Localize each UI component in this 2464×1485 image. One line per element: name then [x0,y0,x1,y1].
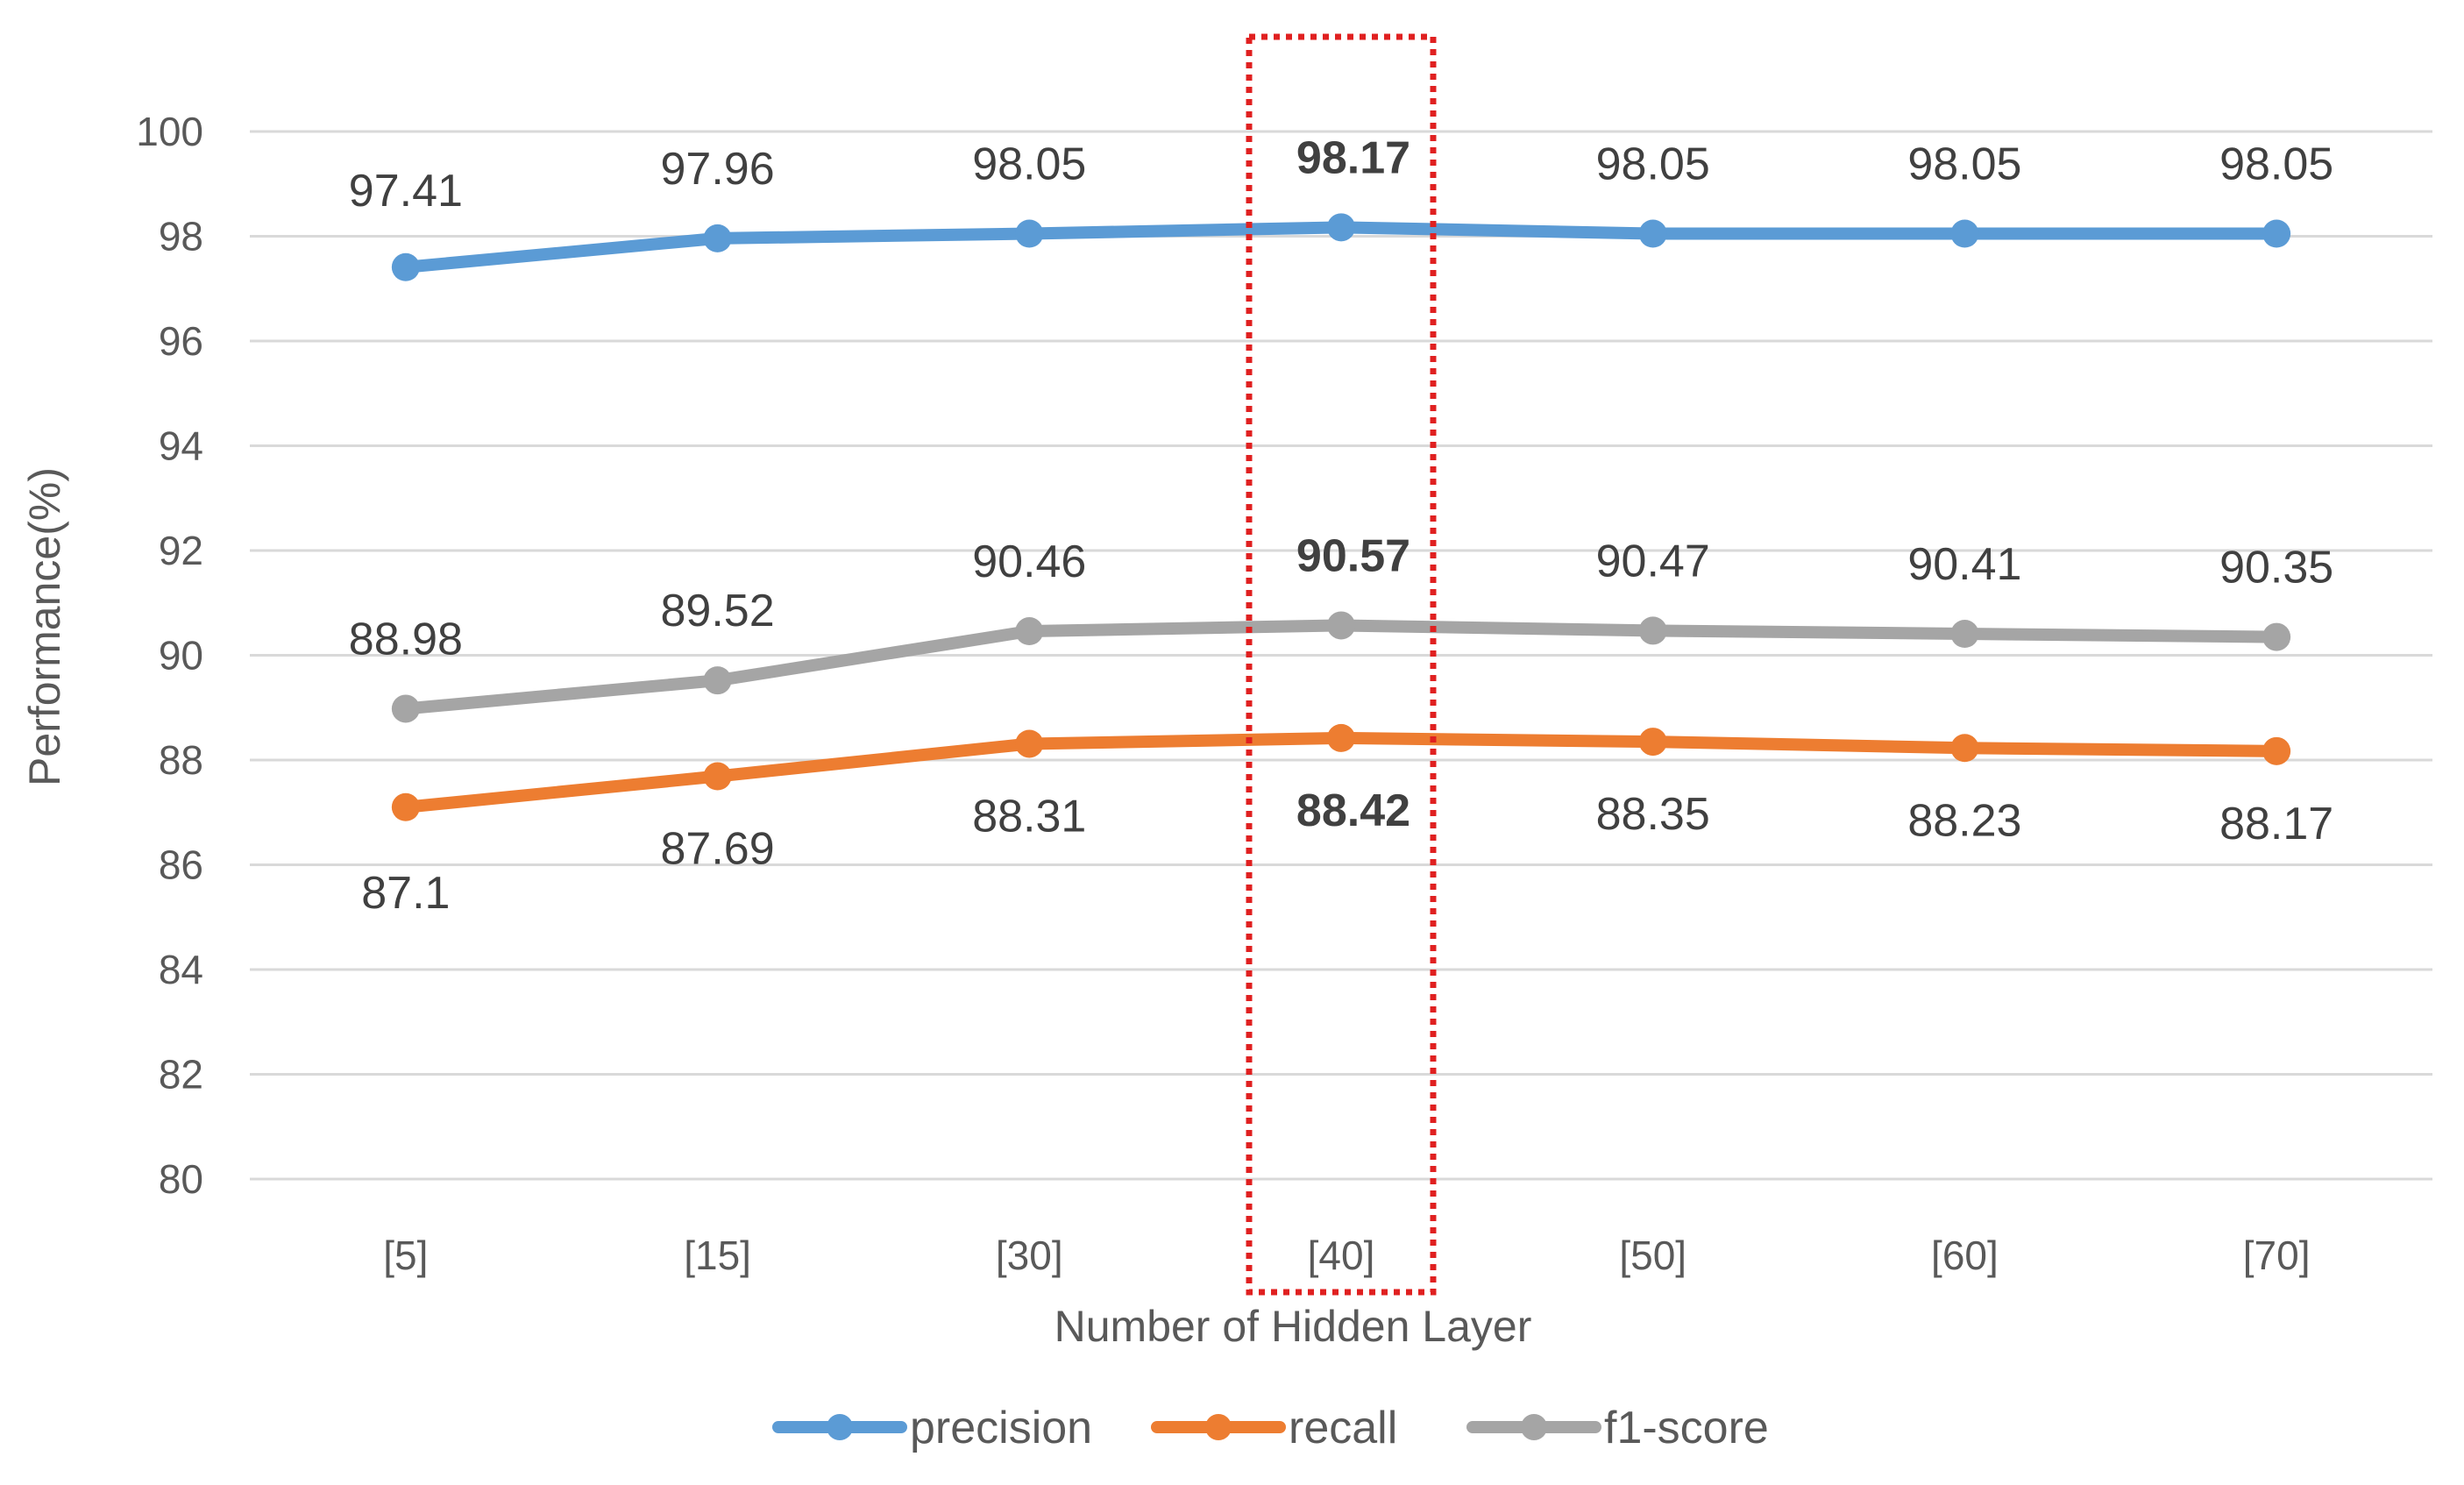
data-label-precision: 97.96 [661,144,775,195]
data-label-recall: 87.69 [661,824,775,875]
y-tick-label: 92 [159,528,203,573]
y-tick-label: 86 [159,842,203,888]
data-label-recall: 88.42 [1296,785,1410,836]
y-axis-title: Performance(%) [20,467,69,786]
legend-label-recall: recall [1289,1403,1397,1453]
data-point-precision [1638,219,1667,248]
legend-label-precision: precision [910,1403,1092,1453]
data-point-recall [1950,734,1979,763]
data-point-precision [2262,219,2291,248]
data-label-recall: 88.17 [2219,799,2333,849]
data-label-f1-score: 90.57 [1296,530,1410,581]
x-tick-label: [30] [996,1233,1063,1278]
data-point-recall [703,762,732,791]
legend-marker-precision [827,1414,853,1440]
series [391,213,2291,821]
data-label-recall: 88.31 [972,791,1086,842]
y-tick-label: 96 [159,318,203,364]
y-axis: 80 82 84 86 88 90 92 94 96 98 100 [136,109,203,1202]
x-tick-label: [5] [383,1233,428,1278]
y-tick-label: 94 [159,423,203,469]
data-label-f1-score: 90.41 [1907,539,2021,590]
data-label-recall: 87.1 [361,868,450,919]
data-point-precision [1015,219,1044,248]
data-point-recall [1638,728,1667,757]
x-axis-title: Number of Hidden Layer [1054,1302,1532,1351]
data-point-precision [1950,219,1979,248]
legend-marker-f1-score [1521,1414,1547,1440]
y-tick-label: 100 [136,109,203,154]
data-point-recall [2262,736,2291,765]
data-label-f1-score: 90.35 [2219,543,2333,593]
data-point-f1-score [703,666,732,695]
data-labels: 97.41 97.96 98.05 98.17 98.05 98.05 98.05 87.1 8… [349,132,2333,918]
data-point-precision [391,252,420,281]
data-label-f1-score: 90.47 [1596,536,1710,586]
data-label-precision: 98.17 [1296,132,1410,183]
y-tick-label: 98 [159,214,203,259]
data-point-f1-score [2262,622,2291,651]
data-point-f1-score [1327,611,1355,640]
legend-marker-recall [1205,1414,1232,1440]
data-point-f1-score [1950,620,1979,649]
data-point-recall [391,792,420,821]
data-point-precision [703,224,732,252]
data-label-recall: 88.23 [1907,795,2021,846]
data-point-recall [1327,723,1355,752]
data-label-precision: 97.41 [349,166,463,217]
gridlines [250,130,2432,1181]
legend-label-f1-score: f1-score [1604,1403,1769,1453]
y-tick-label: 80 [159,1156,203,1202]
data-point-f1-score [391,694,420,723]
data-label-f1-score: 90.46 [972,536,1086,587]
data-label-f1-score: 89.52 [661,586,775,636]
data-point-precision [1327,213,1355,242]
x-tick-label: [60] [1931,1233,1999,1278]
data-label-precision: 98.05 [1907,139,2021,190]
x-tick-label: [70] [2243,1233,2311,1278]
data-label-recall: 88.35 [1596,789,1710,840]
x-tick-label: [50] [1619,1233,1686,1278]
data-point-recall [1015,729,1044,758]
data-label-f1-score: 88.98 [349,614,463,664]
y-tick-label: 84 [159,947,203,992]
data-label-precision: 98.05 [1596,139,1710,190]
y-tick-label: 82 [159,1052,203,1098]
x-axis: [5] [15] [30] [40] [50] [60] [70] [383,1233,2310,1278]
x-tick-label: [40] [1308,1233,1375,1278]
data-point-f1-score [1015,617,1044,646]
data-point-f1-score [1638,616,1667,645]
y-tick-label: 90 [159,633,203,679]
y-tick-label: 88 [159,737,203,783]
data-label-precision: 98.05 [972,139,1086,190]
x-tick-label: [15] [684,1233,751,1278]
legend: precision recall f1-score [772,1403,1769,1453]
data-label-precision: 98.05 [2219,139,2333,190]
highlight-box [1246,33,1437,1296]
